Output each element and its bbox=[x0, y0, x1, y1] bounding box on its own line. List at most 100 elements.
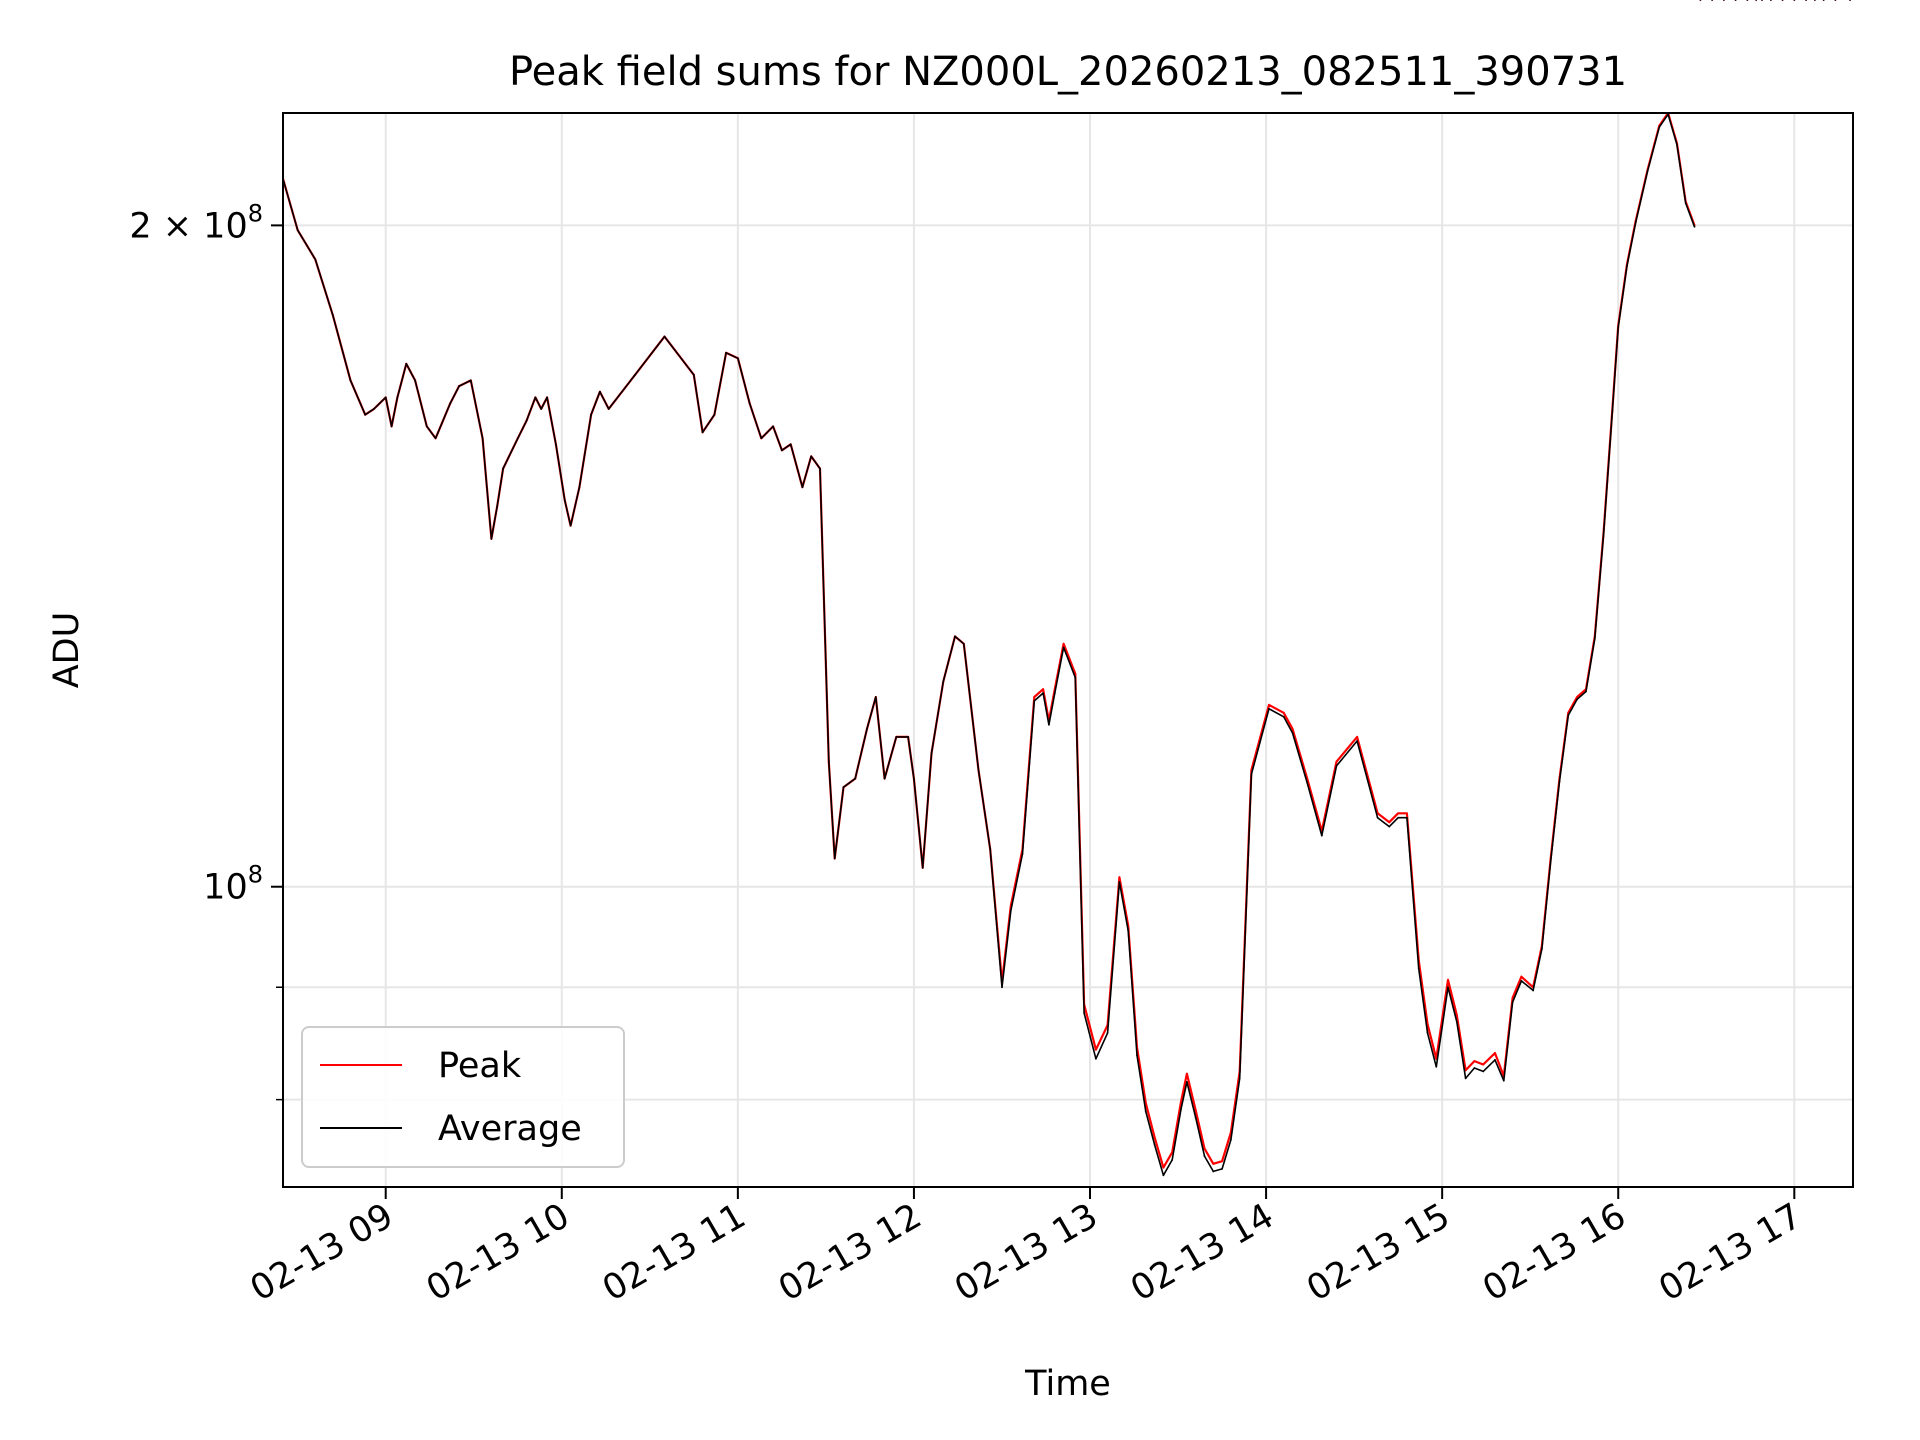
x-axis-label: Time bbox=[1024, 1364, 1111, 1404]
data-point bbox=[1617, 326, 1620, 329]
data-point bbox=[883, 777, 886, 780]
data-point bbox=[1153, 1136, 1156, 1139]
data-point bbox=[748, 402, 751, 405]
data-point bbox=[1494, 1059, 1496, 1061]
data-point bbox=[1822, 0, 1825, 1]
data-point bbox=[1335, 760, 1338, 763]
data-point bbox=[1494, 1052, 1496, 1054]
data-point bbox=[1755, 0, 1758, 1]
data-point bbox=[930, 752, 933, 755]
data-point bbox=[1062, 646, 1065, 649]
data-point bbox=[1834, 0, 1837, 1]
data-point bbox=[1711, 0, 1714, 1]
legend-label: Average bbox=[438, 1109, 582, 1149]
data-point bbox=[1356, 736, 1358, 738]
data-point bbox=[810, 455, 813, 458]
data-point bbox=[1194, 1109, 1197, 1112]
data-point bbox=[1646, 170, 1649, 173]
data-point bbox=[1185, 1081, 1188, 1083]
data-point bbox=[1406, 816, 1408, 819]
data-point bbox=[516, 437, 519, 440]
data-point bbox=[1813, 0, 1816, 1]
data-point bbox=[1009, 909, 1012, 912]
data-point bbox=[1793, 0, 1796, 1]
data-point bbox=[1094, 1048, 1097, 1051]
data-point bbox=[1781, 0, 1784, 1]
data-point bbox=[833, 857, 836, 860]
data-point bbox=[405, 362, 408, 365]
data-point bbox=[713, 413, 716, 416]
data-point bbox=[1212, 1170, 1215, 1173]
data-point bbox=[1106, 1031, 1109, 1034]
data-point bbox=[1397, 812, 1400, 815]
data-point bbox=[534, 396, 537, 399]
data-point bbox=[578, 486, 581, 489]
data-point bbox=[569, 524, 572, 527]
data-point bbox=[1074, 672, 1077, 675]
data-point bbox=[1626, 264, 1628, 267]
data-point bbox=[1291, 731, 1294, 734]
data-point bbox=[425, 425, 428, 428]
data-point bbox=[1053, 692, 1056, 694]
data-point bbox=[1746, 0, 1749, 1]
data-point bbox=[481, 437, 484, 440]
data-point bbox=[921, 866, 924, 869]
data-point bbox=[854, 777, 857, 780]
data-point bbox=[1435, 1065, 1438, 1068]
data-point bbox=[760, 437, 763, 440]
data-point bbox=[1021, 853, 1024, 855]
data-point bbox=[1426, 1031, 1429, 1034]
data-point bbox=[1455, 1020, 1458, 1023]
data-point bbox=[780, 449, 783, 452]
y-tick-base: 2 × 10 bbox=[129, 206, 247, 246]
data-point bbox=[1520, 980, 1523, 982]
data-point bbox=[1549, 860, 1552, 863]
data-point bbox=[1722, 0, 1725, 1]
data-point bbox=[1320, 834, 1323, 837]
legend-box bbox=[301, 1026, 625, 1168]
data-point bbox=[1634, 221, 1637, 223]
data-point bbox=[490, 537, 493, 540]
data-point bbox=[1282, 711, 1285, 714]
data-point bbox=[1376, 816, 1379, 819]
series-average bbox=[282, 0, 1851, 1177]
data-point bbox=[1136, 1054, 1138, 1057]
data-point bbox=[555, 443, 557, 446]
data-point bbox=[1162, 1166, 1165, 1169]
data-point bbox=[842, 786, 845, 789]
series-lines bbox=[281, 0, 1851, 1177]
data-point bbox=[1761, 0, 1763, 1]
data-point bbox=[563, 498, 566, 501]
data-point bbox=[1769, 0, 1772, 1]
data-point bbox=[364, 413, 367, 416]
data-point bbox=[1388, 821, 1391, 824]
chart-title: Peak field sums for NZ000L_20260213_0825… bbox=[509, 49, 1627, 95]
data-point bbox=[1001, 986, 1003, 989]
data-point bbox=[1482, 1063, 1485, 1066]
data-point bbox=[1212, 1162, 1215, 1165]
data-point bbox=[590, 413, 593, 416]
data-point bbox=[1473, 1067, 1476, 1069]
y-axis-label: ADU bbox=[47, 612, 87, 689]
data-point bbox=[1464, 1077, 1467, 1080]
data-point bbox=[895, 736, 898, 738]
data-point bbox=[634, 373, 637, 376]
data-point bbox=[1482, 1070, 1485, 1073]
data-point bbox=[414, 379, 416, 382]
data-point bbox=[819, 467, 821, 470]
legend: Peak Average bbox=[301, 1026, 625, 1168]
data-point bbox=[1502, 1079, 1505, 1082]
y-tick-exponent: 8 bbox=[248, 861, 263, 889]
data-point bbox=[1094, 1057, 1097, 1060]
data-point bbox=[449, 402, 452, 405]
data-point bbox=[1734, 0, 1737, 1]
data-point bbox=[296, 229, 299, 232]
data-point bbox=[1194, 1116, 1197, 1119]
data-point bbox=[1576, 696, 1579, 698]
data-point bbox=[913, 777, 915, 780]
data-point bbox=[1185, 1072, 1188, 1075]
data-point bbox=[1048, 723, 1050, 726]
data-point bbox=[1074, 676, 1077, 679]
data-point bbox=[874, 696, 877, 698]
